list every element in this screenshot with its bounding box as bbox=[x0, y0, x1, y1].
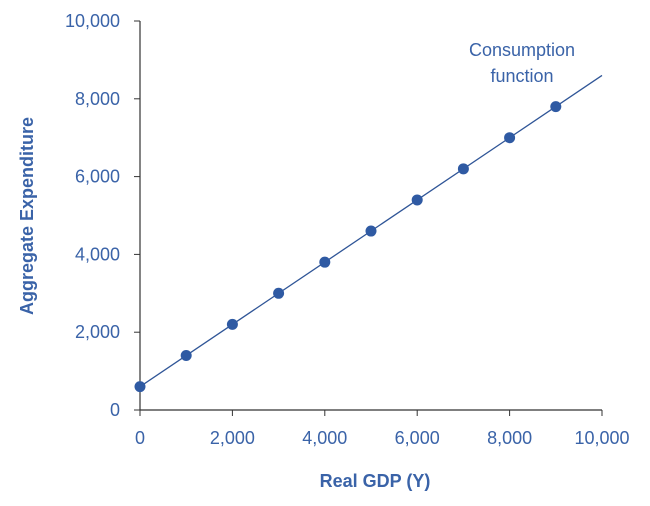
data-point bbox=[180, 350, 192, 362]
y-tick-label: 4,000 bbox=[75, 244, 120, 264]
x-tick-label: 4,000 bbox=[302, 428, 347, 448]
y-tick-label: 2,000 bbox=[75, 322, 120, 342]
data-point bbox=[457, 163, 469, 175]
x-axis-label: Real GDP (Y) bbox=[320, 471, 431, 491]
data-point bbox=[226, 318, 238, 330]
y-tick-label: 0 bbox=[110, 400, 120, 420]
data-point bbox=[504, 132, 516, 144]
x-tick-label: 2,000 bbox=[210, 428, 255, 448]
data-marks bbox=[134, 74, 603, 393]
data-point bbox=[134, 381, 146, 393]
y-tick-label: 8,000 bbox=[75, 89, 120, 109]
x-tick-label: 10,000 bbox=[574, 428, 629, 448]
x-tick-label: 8,000 bbox=[487, 428, 532, 448]
annotation-line-1: Consumption bbox=[469, 40, 575, 60]
data-point bbox=[273, 287, 285, 299]
data-point bbox=[550, 101, 562, 113]
data-point bbox=[319, 256, 331, 268]
y-tick-label: 6,000 bbox=[75, 167, 120, 187]
data-point bbox=[365, 225, 377, 237]
tick-labels: 0 2,000 4,000 6,000 8,000 10,000 0 2,000 4,000 6,… bbox=[65, 11, 630, 448]
y-tick-label: 10,000 bbox=[65, 11, 120, 31]
y-axis-label: Aggregate Expenditure bbox=[17, 117, 37, 315]
data-point bbox=[411, 194, 423, 206]
x-tick-label: 6,000 bbox=[395, 428, 440, 448]
annotation-line-2: function bbox=[490, 66, 553, 86]
axes bbox=[134, 20, 603, 416]
x-tick-label: 0 bbox=[135, 428, 145, 448]
